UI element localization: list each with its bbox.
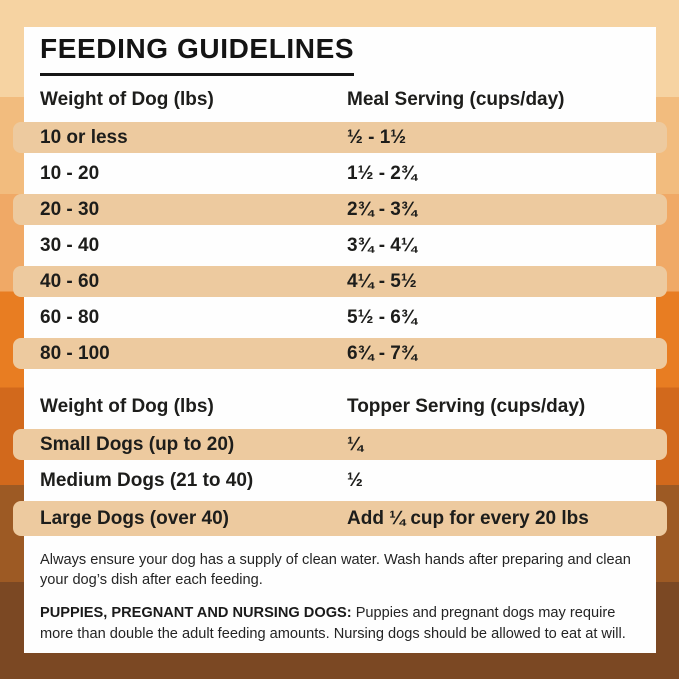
serving-cell: ¼ <box>347 434 363 456</box>
meal-table-weight-header: Weight of Dog (lbs) <box>40 88 214 110</box>
serving-cell: ½ <box>347 470 363 492</box>
serving-cell: 1½ - 2¾ <box>347 163 417 185</box>
table-row: 10 - 20 1½ - 2¾ <box>24 153 656 194</box>
table-row: 30 - 40 3¾ - 4¼ <box>24 225 656 266</box>
table-row: Large Dogs (over 40) Add ¼ cup for every… <box>13 501 667 537</box>
page-title: FEEDING GUIDELINES <box>40 33 355 77</box>
weight-cell: 10 - 20 <box>40 163 100 185</box>
puppies-note: PUPPIES, PREGNANT AND NURSING DOGS: Pupp… <box>40 603 640 643</box>
water-note-text: Always ensure your dog has a supply of c… <box>40 552 631 589</box>
weight-cell: 20 - 30 <box>40 199 100 221</box>
table-row: Small Dogs (up to 20) ¼ <box>13 429 667 461</box>
topper-table-header-row: Weight of Dog (lbs) Topper Serving (cups… <box>24 383 656 429</box>
puppies-note-label: PUPPIES, PREGNANT AND NURSING DOGS: <box>40 605 352 622</box>
weight-cell: 60 - 80 <box>40 307 100 329</box>
topper-table-weight-header: Weight of Dog (lbs) <box>40 395 214 417</box>
weight-cell: Large Dogs (over 40) <box>40 508 229 530</box>
meal-table-header-row: Weight of Dog (lbs) Meal Serving (cups/d… <box>24 76 656 122</box>
feeding-guidelines-card: FEEDING GUIDELINES Weight of Dog (lbs) M… <box>13 27 667 653</box>
meal-table-serving-header: Meal Serving (cups/day) <box>347 88 565 110</box>
footnotes: Always ensure your dog has a supply of c… <box>40 550 640 644</box>
weight-cell: Small Dogs (up to 20) <box>40 434 235 456</box>
serving-cell: 5½ - 6¾ <box>347 307 417 329</box>
weight-cell: 30 - 40 <box>40 235 100 257</box>
serving-cell: Add ¼ cup for every 20 lbs <box>347 508 589 530</box>
meal-serving-table: Weight of Dog (lbs) Meal Serving (cups/d… <box>13 76 667 370</box>
serving-cell: 4¼ - 5½ <box>347 271 417 293</box>
topper-serving-table: Weight of Dog (lbs) Topper Serving (cups… <box>13 383 667 537</box>
serving-cell: 3¾ - 4¼ <box>347 235 417 257</box>
weight-cell: 10 or less <box>40 127 128 149</box>
weight-cell: Medium Dogs (21 to 40) <box>40 470 254 492</box>
topper-table-serving-header: Topper Serving (cups/day) <box>347 395 586 417</box>
serving-cell: ½ - 1½ <box>347 127 407 149</box>
serving-cell: 6¾ - 7¾ <box>347 343 417 365</box>
table-row: Medium Dogs (21 to 40) ½ <box>24 460 656 501</box>
table-row: 80 - 100 6¾ - 7¾ <box>13 338 667 370</box>
table-row: 60 - 80 5½ - 6¾ <box>24 297 656 338</box>
water-note: Always ensure your dog has a supply of c… <box>40 550 640 590</box>
weight-cell: 40 - 60 <box>40 271 100 293</box>
serving-cell: 2¾ - 3¾ <box>347 199 417 221</box>
table-row: 10 or less ½ - 1½ <box>13 122 667 154</box>
puppies-note-text: Puppies and pregnant dogs may require mo… <box>40 605 626 642</box>
weight-cell: 80 - 100 <box>40 343 110 365</box>
table-row: 20 - 30 2¾ - 3¾ <box>13 194 667 226</box>
table-row: 40 - 60 4¼ - 5½ <box>13 266 667 298</box>
